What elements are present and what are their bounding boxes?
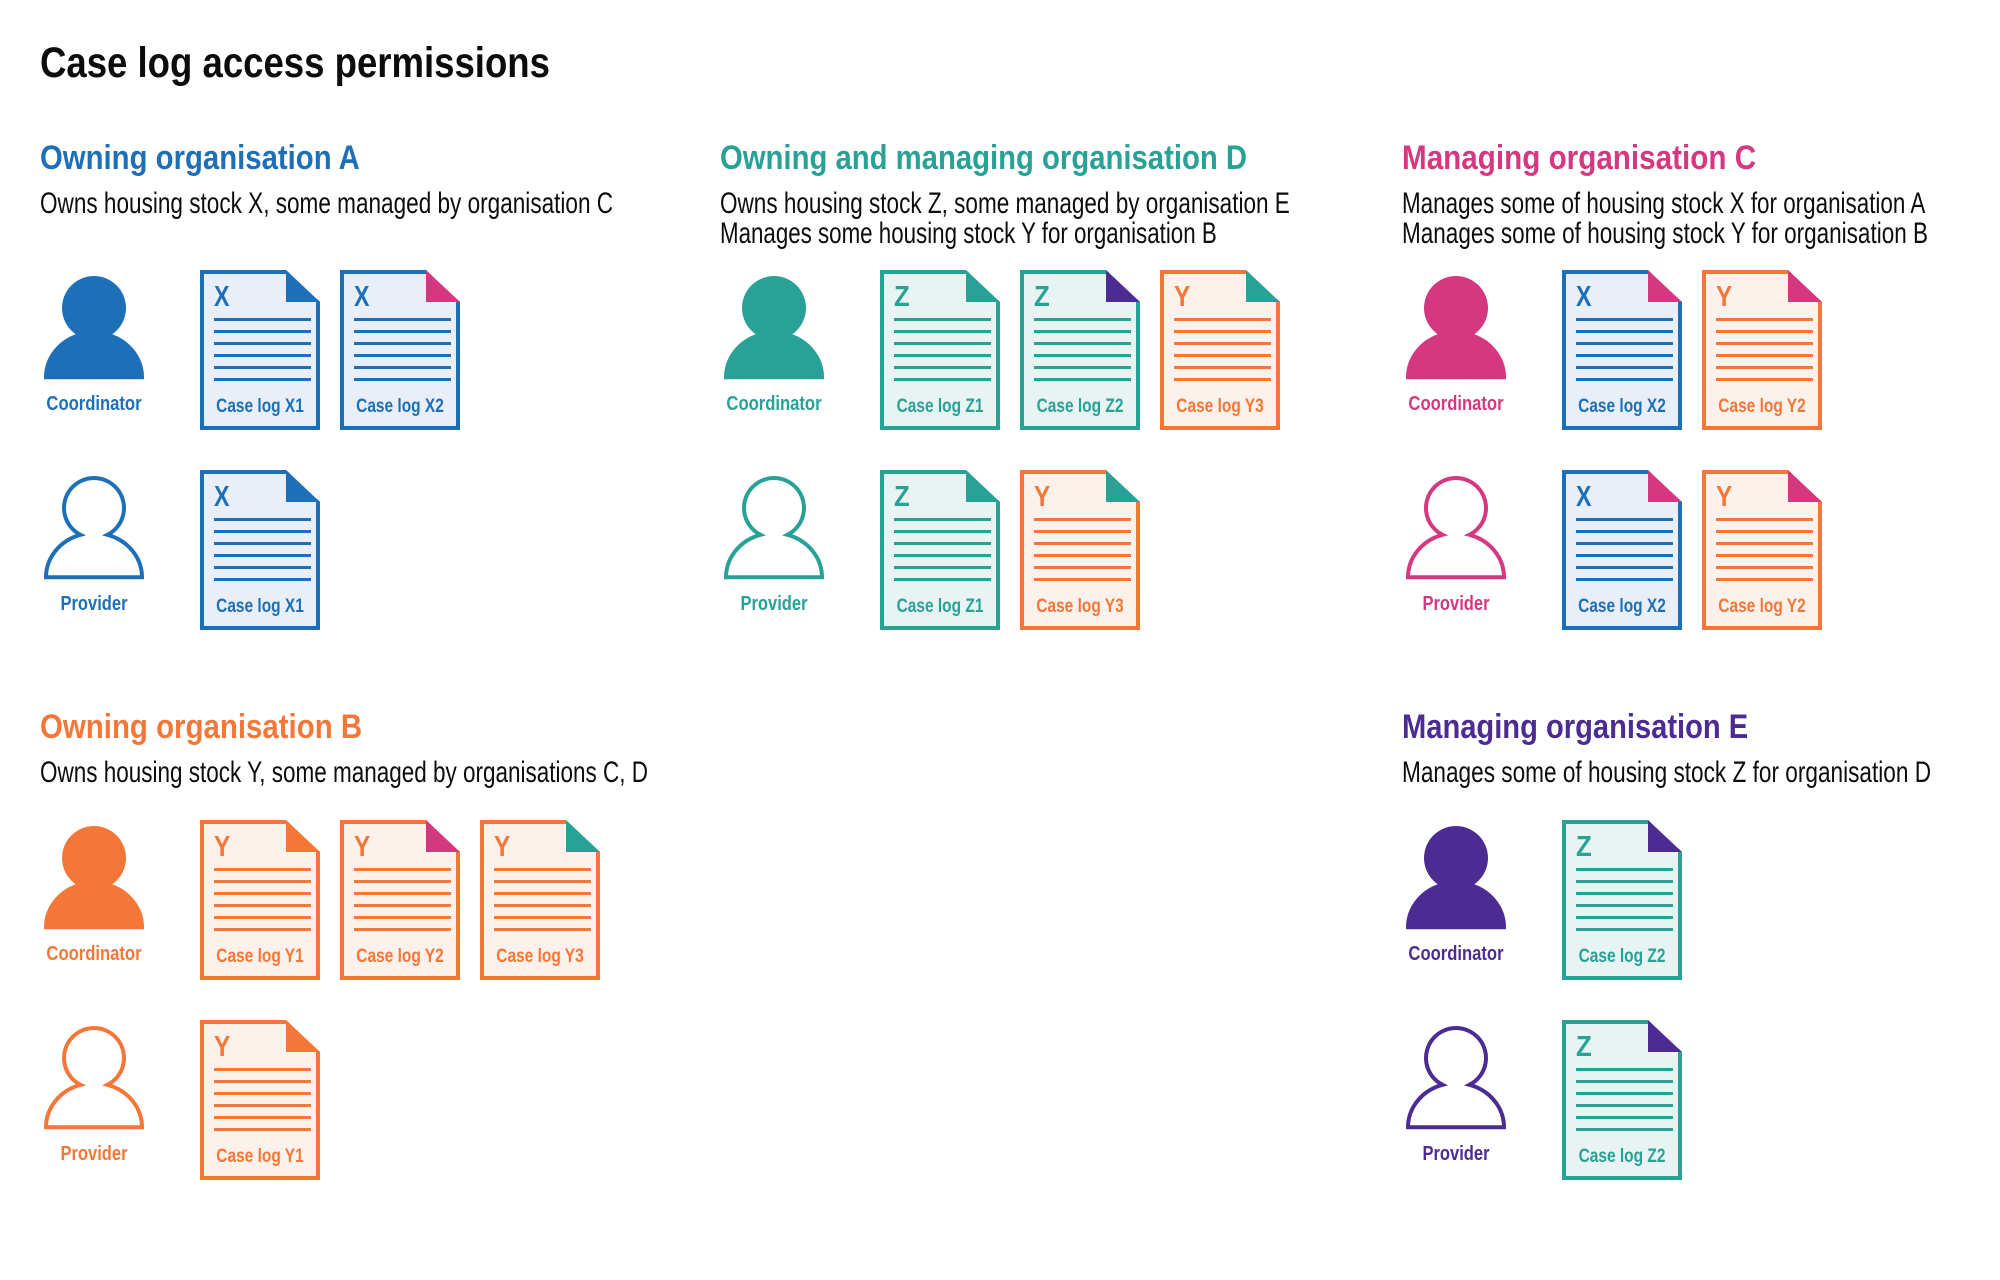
svg-text:Y: Y	[494, 830, 510, 862]
svg-text:X: X	[214, 280, 230, 313]
svg-text:Case log Z2: Case log Z2	[1579, 944, 1666, 966]
svg-text:Case log X2: Case log X2	[1578, 394, 1666, 416]
svg-text:X: X	[1576, 480, 1592, 513]
svg-text:Z: Z	[894, 280, 910, 313]
svg-text:Case log X1: Case log X1	[216, 594, 304, 616]
svg-text:Case log Y3: Case log Y3	[496, 944, 584, 966]
svg-text:Case log X2: Case log X2	[1578, 594, 1666, 616]
svg-text:Case log Y2: Case log Y2	[1718, 394, 1806, 416]
svg-text:X: X	[214, 480, 230, 513]
svg-text:Case log Z2: Case log Z2	[1579, 1144, 1666, 1166]
svg-text:X: X	[354, 280, 370, 313]
svg-text:Case log Z1: Case log Z1	[897, 394, 984, 416]
svg-text:Z: Z	[1034, 280, 1050, 313]
svg-text:X: X	[1576, 280, 1592, 313]
svg-text:Case log X2: Case log X2	[356, 394, 444, 416]
svg-text:Case log Y3: Case log Y3	[1176, 394, 1264, 416]
svg-text:Case log Y2: Case log Y2	[1718, 594, 1806, 616]
svg-text:Case log Y2: Case log Y2	[356, 944, 444, 966]
svg-text:Y: Y	[1034, 480, 1050, 512]
svg-text:Y: Y	[1716, 480, 1732, 512]
svg-text:Y: Y	[214, 830, 230, 862]
svg-text:Z: Z	[1576, 830, 1592, 863]
svg-text:Case log Z2: Case log Z2	[1037, 394, 1124, 416]
svg-text:Y: Y	[354, 830, 370, 862]
svg-text:Y: Y	[1716, 280, 1732, 312]
svg-text:Z: Z	[894, 480, 910, 513]
svg-text:Case log X1: Case log X1	[216, 394, 304, 416]
svg-text:Case log Y1: Case log Y1	[216, 1144, 304, 1166]
svg-text:Y: Y	[1174, 280, 1190, 312]
svg-text:Z: Z	[1576, 1030, 1592, 1063]
svg-text:Case log Y1: Case log Y1	[216, 944, 304, 966]
svg-text:Case log Z1: Case log Z1	[897, 594, 984, 616]
svg-text:Y: Y	[214, 1030, 230, 1062]
svg-text:Case log Y3: Case log Y3	[1036, 594, 1124, 616]
